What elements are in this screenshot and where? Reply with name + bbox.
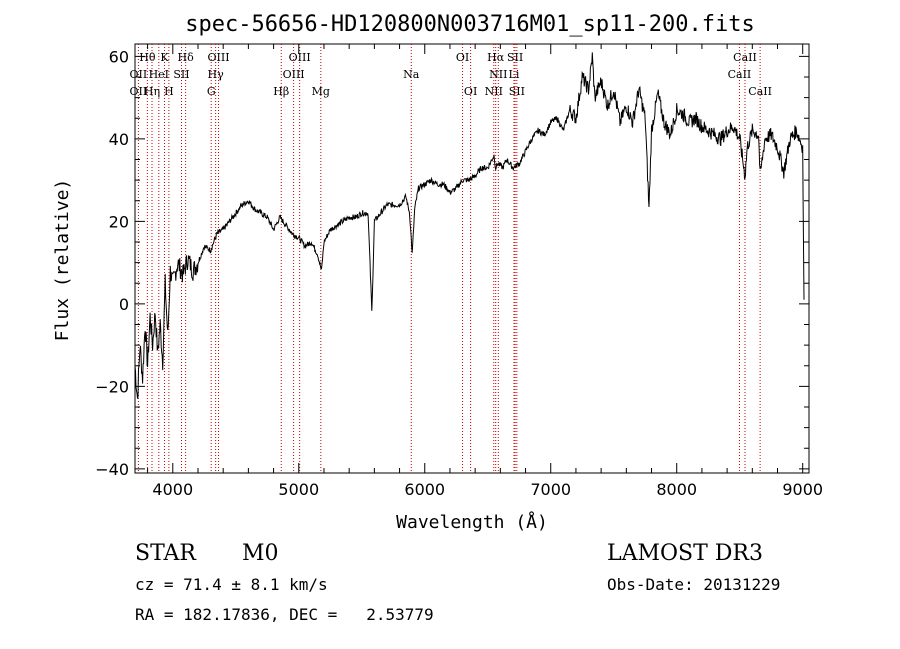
line-label: OI bbox=[464, 85, 477, 98]
chart-title: spec-56656-HD120800N003716M01_sp11-200.f… bbox=[185, 12, 755, 37]
x-tick-label: 5000 bbox=[278, 480, 319, 499]
line-label: OII bbox=[130, 68, 148, 81]
line-label: CaII bbox=[733, 51, 757, 64]
line-label: Hβ bbox=[273, 85, 289, 98]
line-label: OIII bbox=[283, 68, 305, 81]
line-label: Hθ bbox=[139, 51, 156, 64]
x-axis-label: Wavelength (Å) bbox=[396, 511, 548, 533]
line-label: CaII bbox=[748, 85, 772, 98]
line-label: Hδ bbox=[178, 51, 195, 64]
line-label: SII bbox=[509, 85, 525, 98]
line-label: K bbox=[160, 51, 169, 64]
x-tick-label: 4000 bbox=[152, 480, 193, 499]
line-label: OIII bbox=[207, 51, 229, 64]
line-label: OII bbox=[130, 85, 148, 98]
y-tick-label: −40 bbox=[95, 460, 129, 479]
line-label: Hη bbox=[144, 85, 160, 98]
coordinates-text: RA = 182.17836, DEC = 2.53779 bbox=[135, 605, 434, 624]
line-label: NII bbox=[485, 85, 503, 98]
spectrum-series bbox=[134, 52, 805, 399]
x-tick-label: 9000 bbox=[782, 480, 823, 499]
line-label: SII bbox=[507, 51, 523, 64]
y-axis-label: Flux (relative) bbox=[52, 179, 73, 342]
spectrum-line bbox=[134, 52, 805, 399]
axis-ticks: 4000 5000 6000 7000 8000 9000 −40 −20 0 20 40 60 bbox=[95, 44, 823, 499]
line-label: Li bbox=[509, 68, 520, 81]
y-tick-label: 20 bbox=[109, 212, 129, 231]
object-class: STAR bbox=[135, 541, 197, 566]
redshift-text: cz = 71.4 ± 8.1 km/s bbox=[135, 575, 328, 594]
line-label: OIII bbox=[289, 51, 311, 64]
line-label: Hα bbox=[487, 51, 505, 64]
line-label: Na bbox=[403, 68, 420, 81]
y-tick-label: 60 bbox=[109, 47, 129, 66]
x-tick-label: 6000 bbox=[404, 480, 445, 499]
line-label: Mg bbox=[312, 85, 330, 98]
spectral-line-markers bbox=[137, 44, 761, 473]
x-tick-label: 7000 bbox=[530, 480, 571, 499]
y-tick-label: 0 bbox=[119, 295, 129, 314]
line-label: SII bbox=[173, 68, 189, 81]
line-label: OI bbox=[456, 51, 469, 64]
line-label: G bbox=[207, 85, 216, 98]
line-label: HeI bbox=[149, 68, 169, 81]
line-label: CaII bbox=[728, 68, 752, 81]
line-label: Hγ bbox=[208, 68, 225, 81]
survey-label: LAMOST DR3 bbox=[607, 541, 763, 566]
x-tick-label: 8000 bbox=[656, 480, 697, 499]
y-tick-label: 40 bbox=[109, 130, 129, 149]
y-tick-label: −20 bbox=[95, 377, 129, 396]
line-label: NII bbox=[489, 68, 507, 81]
line-label: H bbox=[164, 85, 174, 98]
object-subclass: M0 bbox=[242, 541, 279, 566]
plot-frame bbox=[134, 43, 810, 474]
obs-date-text: Obs-Date: 20131229 bbox=[607, 575, 780, 594]
